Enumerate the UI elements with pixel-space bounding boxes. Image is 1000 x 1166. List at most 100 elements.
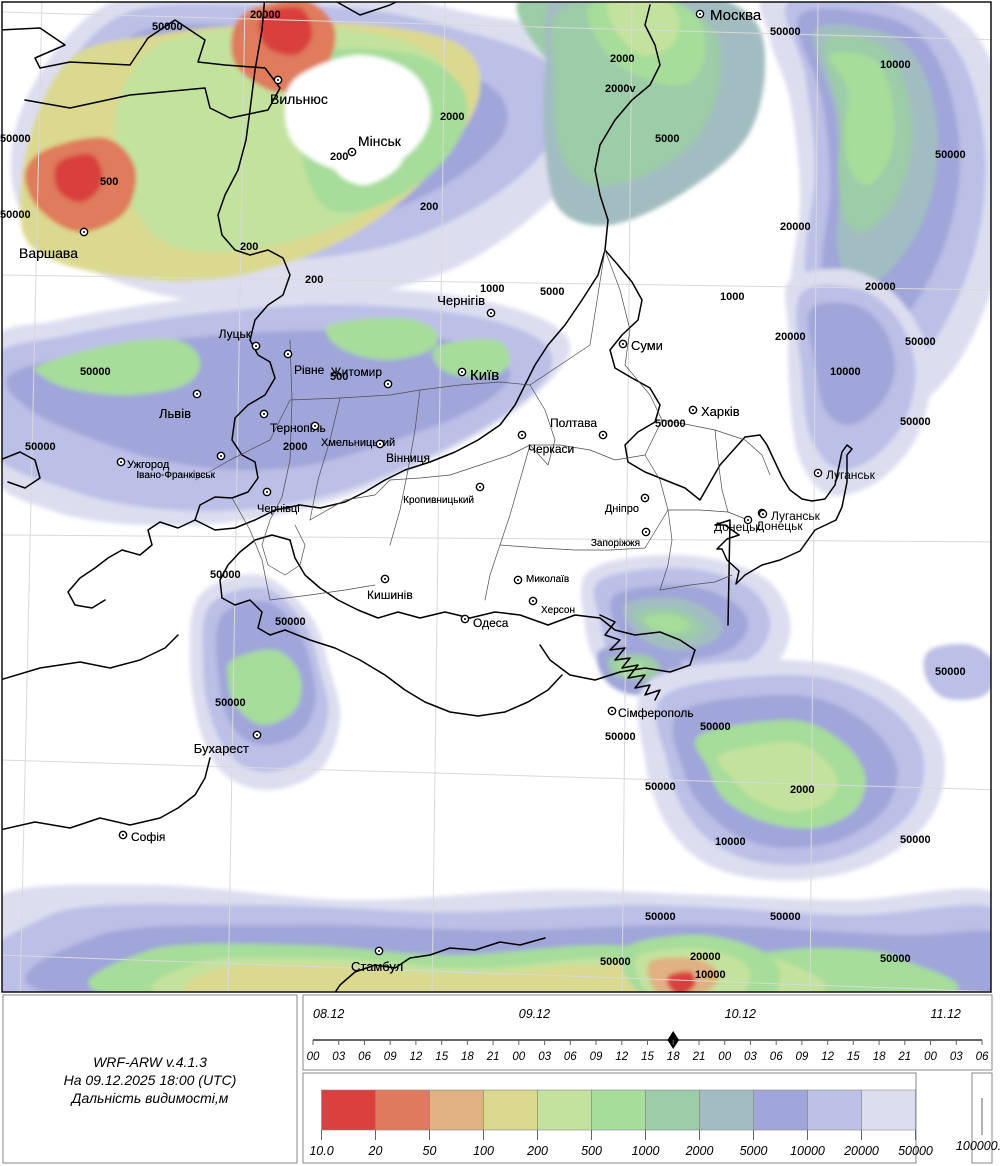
svg-text:2000: 2000 (610, 53, 634, 65)
svg-text:2000: 2000 (685, 1144, 714, 1158)
svg-text:5000: 5000 (540, 286, 564, 298)
svg-text:50000: 50000 (210, 569, 241, 581)
svg-text:2000v: 2000v (605, 83, 636, 95)
svg-text:2000: 2000 (440, 111, 464, 123)
svg-text:06: 06 (770, 1051, 783, 1063)
svg-text:5000: 5000 (655, 133, 679, 145)
svg-text:50000: 50000 (0, 133, 31, 145)
svg-text:50: 50 (423, 1144, 437, 1158)
svg-text:Кропивницький: Кропивницький (403, 495, 474, 506)
svg-text:12: 12 (821, 1051, 834, 1063)
svg-text:Миколаїв: Миколаїв (526, 574, 569, 585)
svg-text:Софія: Софія (131, 830, 165, 844)
svg-text:00: 00 (307, 1051, 320, 1063)
svg-text:15: 15 (435, 1051, 448, 1063)
svg-text:500: 500 (100, 176, 118, 188)
svg-text:2000: 2000 (790, 784, 814, 796)
svg-text:10.12: 10.12 (725, 1007, 756, 1021)
svg-text:1000: 1000 (632, 1144, 660, 1158)
svg-text:Чернігів: Чернігів (437, 293, 485, 308)
svg-text:1000: 1000 (720, 291, 744, 303)
svg-text:Івано-Франківськ: Івано-Франківськ (136, 470, 215, 481)
svg-text:200: 200 (240, 241, 258, 253)
svg-text:50000: 50000 (655, 418, 686, 430)
svg-text:500: 500 (330, 371, 348, 383)
svg-text:Варшава: Варшава (19, 245, 78, 261)
svg-text:21: 21 (486, 1051, 500, 1063)
svg-text:Херсон: Херсон (541, 605, 575, 616)
svg-text:03: 03 (950, 1051, 963, 1063)
svg-text:На 09.12.2025 18:00 (UTC): На 09.12.2025 18:00 (UTC) (64, 1072, 237, 1088)
svg-text:Сімферополь: Сімферополь (618, 706, 694, 720)
svg-text:Кишинів: Кишинів (367, 588, 413, 602)
svg-text:Одеса: Одеса (473, 616, 509, 630)
svg-text:Стамбул: Стамбул (351, 959, 403, 974)
svg-text:Чернівці: Чернівці (257, 503, 300, 515)
svg-text:20000: 20000 (780, 221, 811, 233)
svg-text:2000: 2000 (283, 441, 307, 453)
svg-text:500: 500 (581, 1144, 602, 1158)
svg-text:09: 09 (590, 1051, 603, 1063)
svg-text:50000: 50000 (898, 1144, 933, 1158)
svg-text:100000.0: 100000.0 (956, 1139, 1000, 1153)
svg-text:50000: 50000 (0, 209, 31, 221)
svg-text:50000: 50000 (605, 731, 636, 743)
svg-text:200: 200 (420, 201, 438, 213)
svg-text:Вильнюс: Вильнюс (270, 91, 328, 107)
svg-text:Донецьк: Донецьк (756, 519, 803, 533)
svg-text:Луцьк: Луцьк (219, 327, 252, 341)
svg-text:03: 03 (332, 1051, 345, 1063)
svg-text:21: 21 (692, 1051, 706, 1063)
svg-text:09: 09 (796, 1051, 809, 1063)
svg-text:50000: 50000 (600, 956, 631, 968)
svg-text:08.12: 08.12 (313, 1007, 344, 1021)
svg-text:20000: 20000 (690, 951, 721, 963)
svg-text:06: 06 (976, 1051, 989, 1063)
svg-text:06: 06 (564, 1051, 577, 1063)
svg-text:50000: 50000 (880, 953, 911, 965)
svg-text:11.12: 11.12 (931, 1007, 961, 1021)
svg-text:Донецьк: Донецьк (714, 520, 761, 534)
svg-text:100: 100 (473, 1144, 494, 1158)
svg-text:5000: 5000 (740, 1144, 768, 1158)
svg-text:200: 200 (305, 274, 323, 286)
svg-text:10000: 10000 (830, 366, 861, 378)
svg-text:10000: 10000 (695, 969, 726, 981)
svg-text:Львів: Львів (159, 406, 191, 421)
svg-text:03: 03 (538, 1051, 551, 1063)
svg-text:50000: 50000 (935, 666, 966, 678)
svg-text:Рівне: Рівне (294, 363, 325, 377)
svg-text:Луганськ: Луганськ (826, 468, 876, 482)
svg-text:Черкаси: Черкаси (528, 442, 574, 456)
svg-text:WRF-ARW v.4.1.3: WRF-ARW v.4.1.3 (93, 1054, 207, 1070)
svg-text:10000: 10000 (880, 59, 911, 71)
svg-text:Дальність видимості,м: Дальність видимості,м (70, 1090, 229, 1106)
svg-text:03: 03 (744, 1051, 757, 1063)
svg-text:18: 18 (873, 1051, 886, 1063)
svg-text:Москва: Москва (710, 7, 762, 24)
svg-text:20000: 20000 (843, 1144, 879, 1158)
svg-text:50000: 50000 (645, 911, 676, 923)
svg-text:18: 18 (667, 1051, 680, 1063)
svg-text:50000: 50000 (900, 416, 931, 428)
svg-text:21: 21 (897, 1051, 911, 1063)
svg-text:Дніпро: Дніпро (605, 503, 639, 515)
svg-text:20000: 20000 (865, 281, 896, 293)
svg-text:50000: 50000 (770, 911, 801, 923)
svg-text:10000: 10000 (790, 1144, 825, 1158)
svg-text:20: 20 (368, 1144, 383, 1158)
svg-text:09.12: 09.12 (519, 1007, 550, 1021)
svg-text:Суми: Суми (631, 338, 663, 353)
svg-text:Бухарест: Бухарест (194, 741, 249, 756)
svg-text:50000: 50000 (770, 26, 801, 38)
svg-text:00: 00 (924, 1051, 937, 1063)
svg-text:18: 18 (461, 1051, 474, 1063)
svg-text:10.0: 10.0 (309, 1144, 333, 1158)
svg-text:06: 06 (358, 1051, 371, 1063)
svg-text:20000: 20000 (775, 331, 806, 343)
svg-text:50000: 50000 (152, 21, 183, 33)
svg-text:Київ: Київ (470, 367, 499, 384)
svg-text:Запоріжжя: Запоріжжя (591, 538, 640, 549)
svg-text:1000: 1000 (480, 283, 504, 295)
svg-text:50000: 50000 (215, 697, 246, 709)
